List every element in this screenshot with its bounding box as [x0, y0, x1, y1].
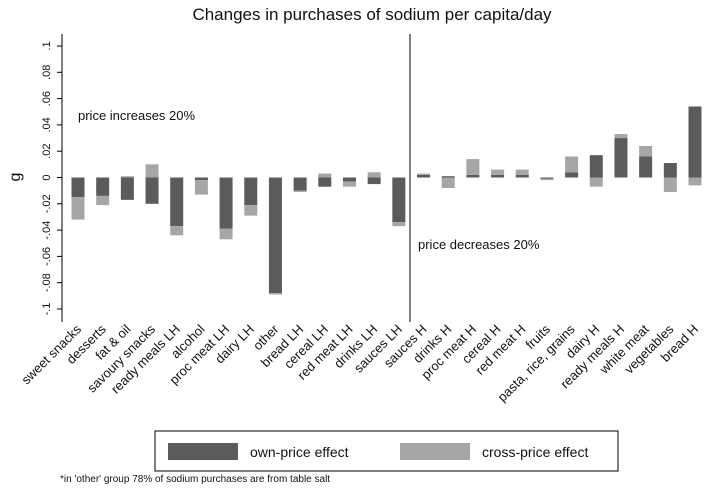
bar — [417, 173, 431, 175]
bar — [614, 138, 628, 178]
chart-title: Changes in purchases of sodium per capit… — [192, 5, 552, 24]
y-tick-label: -.06 — [41, 247, 53, 266]
y-tick-label: -.04 — [41, 221, 53, 240]
bar — [466, 159, 480, 175]
bar — [244, 205, 258, 216]
bar — [614, 134, 628, 139]
bar — [318, 173, 332, 178]
bar — [170, 177, 184, 227]
bar — [219, 228, 233, 240]
bar — [515, 174, 529, 178]
bar — [367, 177, 381, 185]
bar — [268, 293, 282, 295]
bar — [639, 145, 653, 157]
bar — [663, 163, 677, 178]
bar — [318, 177, 332, 187]
bar — [441, 177, 455, 189]
bar — [491, 169, 505, 175]
bar — [540, 178, 554, 181]
bar — [515, 169, 529, 175]
y-tick-label: -.08 — [41, 273, 53, 292]
bar — [244, 177, 258, 206]
bar — [565, 156, 579, 173]
legend-swatch — [400, 443, 470, 460]
bar — [71, 177, 85, 198]
y-tick-label: .1 — [41, 41, 53, 50]
bar — [96, 177, 110, 196]
bar — [589, 177, 603, 187]
bar — [342, 181, 356, 187]
y-tick-label: -.02 — [41, 194, 53, 213]
bar — [293, 177, 307, 191]
annotation: price decreases 20% — [418, 237, 540, 252]
bar — [540, 177, 554, 179]
y-tick-label: .06 — [41, 91, 53, 106]
y-tick-label: -.1 — [41, 303, 53, 316]
bar — [268, 177, 282, 294]
y-tick-label: .08 — [41, 65, 53, 80]
bar — [194, 180, 208, 195]
bar — [441, 176, 455, 178]
bar — [491, 174, 505, 178]
bar — [342, 177, 356, 182]
bar — [96, 195, 110, 206]
bar — [367, 172, 381, 178]
bar — [194, 177, 208, 181]
bar — [145, 177, 159, 204]
y-tick-label: 0 — [41, 174, 53, 180]
bar — [688, 106, 702, 178]
legend-label: cross-price effect — [482, 444, 588, 460]
bar — [293, 190, 307, 192]
bar — [663, 177, 677, 192]
bar — [417, 174, 431, 178]
footnote: *in 'other' group 78% of sodium purchase… — [60, 474, 330, 485]
bar — [71, 197, 85, 220]
y-axis-label: g — [7, 173, 24, 182]
legend-label: own-price effect — [250, 444, 349, 460]
bar — [170, 226, 184, 236]
bar — [145, 164, 159, 178]
bar — [466, 174, 480, 178]
legend-swatch — [168, 443, 238, 460]
y-tick-label: .02 — [41, 144, 53, 159]
bar — [392, 177, 406, 223]
bar — [565, 172, 579, 178]
bar — [688, 177, 702, 186]
bar — [392, 222, 406, 227]
annotation: price increases 20% — [78, 108, 195, 123]
bar — [639, 156, 653, 178]
bar — [120, 176, 134, 178]
bar — [219, 177, 233, 229]
bar — [120, 177, 134, 200]
bar — [589, 155, 603, 178]
y-tick-label: .04 — [41, 117, 53, 132]
